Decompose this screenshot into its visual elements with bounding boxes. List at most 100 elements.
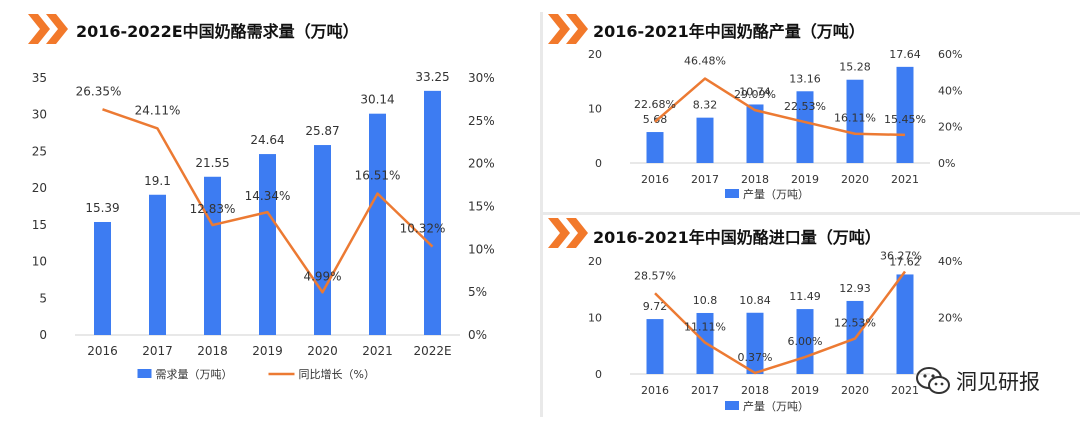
legend-label: 需求量（万吨） — [156, 368, 233, 381]
x-tick-label: 2018 — [741, 384, 769, 397]
legend-label: 产量（万吨） — [743, 399, 809, 413]
bar — [149, 194, 166, 335]
x-tick-label: 2021 — [891, 384, 919, 397]
chevron-double-icon — [548, 218, 588, 248]
bar — [746, 312, 764, 374]
x-tick-label: 2019 — [791, 384, 819, 397]
bar-value-label: 17.62 — [889, 255, 921, 268]
wechat-icon — [916, 367, 950, 394]
bar-value-label: 25.87 — [305, 124, 339, 138]
demand-chart: 0 5 10 15 20 25 30 35 0% 5% 10% 15% 20% 25% 30% 15.39 19… — [32, 70, 495, 381]
y-right-tick-label: 5% — [468, 285, 487, 299]
line-value-label: 12.53% — [834, 317, 876, 330]
line-value-label: 4.99% — [303, 269, 341, 283]
bar-value-label: 9.72 — [643, 300, 668, 313]
panel-divider — [540, 12, 543, 417]
bar — [94, 221, 111, 335]
x-tick-label: 2020 — [841, 173, 869, 186]
chevron-double-icon — [548, 14, 588, 44]
growth-line — [654, 270, 907, 375]
line-value-label: 10.32% — [400, 222, 446, 236]
x-tick-label: 2016 — [641, 384, 669, 397]
line-value-label: 0.37% — [738, 351, 773, 364]
line-value-label: 28.57% — [634, 269, 676, 282]
y-left-tick-label: 0 — [39, 328, 47, 342]
y-left-tick-label: 0 — [595, 157, 602, 170]
y-left-tick-label: 20 — [588, 48, 602, 61]
y-left-tick-label: 25 — [32, 144, 47, 158]
y-right-tick-label: 25% — [468, 114, 495, 128]
line-value-label: 22.53% — [784, 100, 826, 113]
bar-value-label: 19.1 — [144, 174, 171, 188]
x-tick-label: 2019 — [791, 173, 819, 186]
x-tick-label: 2020 — [307, 344, 338, 358]
bar-value-label: 30.14 — [360, 93, 394, 107]
line-value-label: 12.83% — [190, 202, 236, 216]
y-right-tick-label: 10% — [468, 242, 495, 256]
bar — [846, 79, 864, 163]
bar — [259, 154, 276, 335]
x-tick-label: 2020 — [841, 384, 869, 397]
y-left-tick-label: 20 — [32, 181, 47, 195]
bar-value-label: 10.84 — [739, 294, 771, 307]
y-left-tick-label: 30 — [32, 108, 47, 122]
bar — [369, 113, 386, 336]
y-right-tick-label: 60% — [938, 48, 962, 61]
x-tick-label: 2017 — [691, 173, 719, 186]
bar-value-label: 11.49 — [789, 290, 821, 303]
line-value-label: 26.35% — [76, 84, 122, 98]
bar-value-label: 10.8 — [693, 294, 718, 307]
x-tick-label: 2021 — [891, 173, 919, 186]
y-right-tick-label: 0% — [468, 328, 487, 342]
bar — [646, 132, 664, 163]
bar — [896, 66, 914, 163]
x-tick-label: 2018 — [741, 173, 769, 186]
y-left-tick-label: 5 — [39, 291, 47, 305]
line-value-label: 11.11% — [684, 321, 726, 334]
y-left-tick-label: 20 — [588, 255, 602, 268]
bar — [314, 145, 331, 335]
x-tick-label: 2017 — [691, 384, 719, 397]
y-left-tick-label: 10 — [588, 312, 602, 325]
x-tick-label: 2018 — [197, 344, 228, 358]
line-value-label: 29.09% — [734, 88, 776, 101]
production-chart: 010200%20%40%60%5.688.3210.7413.1615.281… — [588, 48, 962, 201]
y-left-tick-label: 10 — [32, 255, 47, 269]
bar-value-label: 24.64 — [250, 133, 284, 147]
bar — [204, 176, 221, 335]
bar-value-label: 13.16 — [789, 72, 821, 85]
legend-swatch-bar — [725, 401, 739, 410]
bar — [696, 117, 714, 163]
bar-value-label: 17.64 — [889, 48, 921, 61]
bar — [896, 274, 914, 374]
y-right-tick-label: 0% — [938, 157, 955, 170]
line-value-label: 14.34% — [245, 189, 291, 203]
line-value-label: 6.00% — [788, 335, 823, 348]
bar-value-label: 12.93 — [839, 282, 871, 295]
line-value-label: 36.27% — [880, 250, 922, 263]
bar-value-label: 21.55 — [195, 156, 229, 170]
y-left-tick-label: 15 — [32, 218, 47, 232]
watermark: 洞见研报 — [916, 366, 1040, 396]
bar-value-label: 15.39 — [85, 201, 119, 215]
chart-title-import: 2016-2021年中国奶酪进口量（万吨） — [593, 228, 881, 247]
y-right-tick-label: 40% — [938, 255, 962, 268]
bar-value-label: 8.32 — [693, 99, 718, 112]
bar-value-label: 33.25 — [415, 70, 449, 84]
line-value-label: 46.48% — [684, 55, 726, 68]
chart-title-production: 2016-2021年中国奶酪产量（万吨） — [593, 22, 865, 41]
x-tick-label: 2022E — [413, 344, 451, 358]
y-left-tick-label: 0 — [595, 368, 602, 381]
legend-label: 产量（万吨） — [743, 187, 809, 201]
legend-swatch-bar — [725, 189, 739, 198]
x-tick-label: 2021 — [362, 344, 393, 358]
x-tick-label: 2016 — [87, 344, 118, 358]
bar — [424, 90, 441, 335]
y-right-tick-label: 15% — [468, 200, 495, 214]
bar-value-label: 15.28 — [839, 61, 871, 74]
y-right-tick-label: 20% — [468, 157, 495, 171]
x-tick-label: 2017 — [142, 344, 173, 358]
y-right-tick-label: 20% — [938, 121, 962, 134]
y-right-tick-label: 40% — [938, 84, 962, 97]
import-chart: 0 10 20 20% 40% 9.72 10.8 10.84 11.49 12.93 17.62 2… — [588, 250, 962, 413]
